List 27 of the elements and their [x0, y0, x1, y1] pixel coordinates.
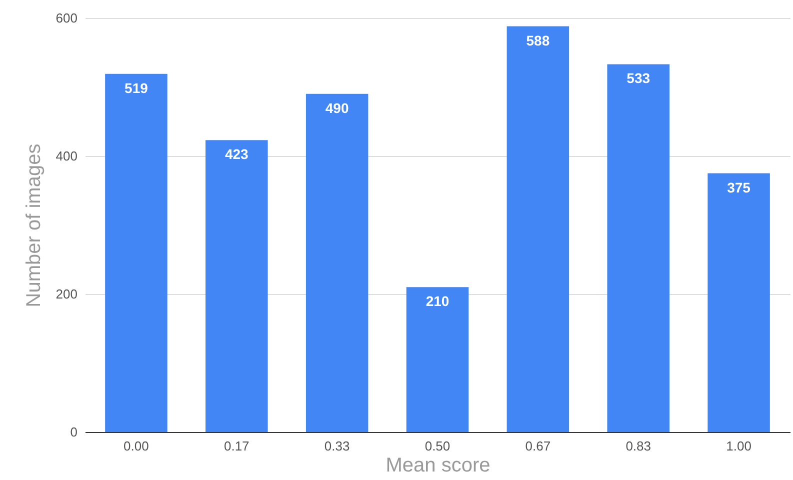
bar	[607, 64, 670, 432]
bar	[406, 287, 469, 432]
data-label: 588	[526, 32, 550, 48]
bar	[306, 94, 368, 432]
bar	[708, 173, 770, 432]
data-label: 519	[124, 80, 148, 96]
x-tick-label: 1.00	[726, 438, 752, 454]
data-label: 533	[626, 70, 650, 86]
x-tick-label: 0.17	[224, 438, 250, 454]
y-tick-label: 200	[56, 286, 78, 302]
data-label: 375	[727, 179, 751, 196]
x-tick-label: 0.33	[324, 438, 350, 454]
y-tick-label: 600	[56, 10, 78, 26]
y-axis-title: Number of images	[22, 144, 45, 308]
bar	[206, 140, 268, 432]
y-tick-label: 400	[56, 148, 78, 164]
x-axis-title: Mean score	[386, 454, 490, 476]
data-label: 210	[426, 293, 450, 310]
data-label: 490	[325, 100, 349, 116]
y-tick-label: 0	[70, 424, 78, 440]
bar	[105, 74, 168, 432]
x-tick-label: 0.00	[124, 438, 149, 454]
x-tick-label: 0.83	[626, 438, 652, 454]
data-label: 423	[224, 146, 249, 162]
bar	[506, 26, 570, 432]
x-tick-label: 0.50	[424, 438, 450, 454]
x-tick-label: 0.67	[525, 438, 551, 454]
